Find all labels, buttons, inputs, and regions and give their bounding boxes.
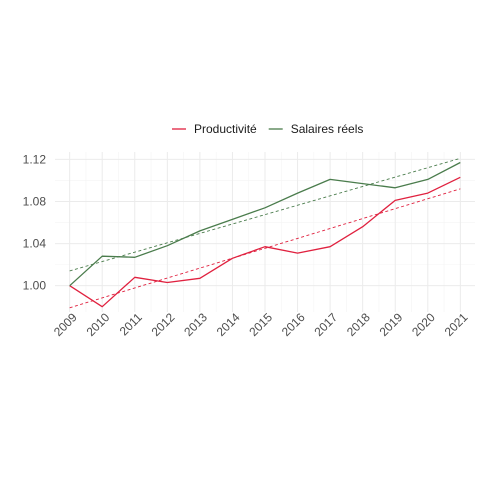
x-tick-label: 2021 [442, 310, 471, 339]
x-tick-label: 2013 [181, 310, 210, 339]
x-tick-label: 2019 [377, 310, 406, 339]
legend-label: Salaires réels [291, 122, 364, 136]
trend-line [69, 157, 461, 272]
x-tick-label: 2012 [149, 310, 178, 339]
trend-lines [69, 157, 461, 309]
series-lines [69, 161, 461, 308]
x-tick-label: 2011 [117, 310, 145, 338]
series-line [69, 176, 461, 308]
x-tick-label: 2016 [279, 310, 308, 339]
x-tick-label: 2014 [214, 310, 243, 339]
trend-line [69, 188, 461, 309]
legend: Productivité Salaires réels [172, 122, 363, 136]
y-tick-label: 1.12 [23, 152, 47, 166]
y-tick-label: 1.04 [23, 237, 47, 251]
y-tick-label: 1.00 [23, 279, 47, 293]
x-tick-label: 2010 [84, 310, 113, 339]
x-tick-label: 2018 [344, 310, 373, 339]
x-tick-label: 2020 [409, 310, 438, 339]
x-tick-label: 2009 [51, 310, 80, 339]
y-axis-ticks: 1.00 1.04 1.08 1.12 [23, 152, 47, 292]
legend-label: Productivité [194, 122, 257, 136]
x-tick-label: 2017 [311, 310, 340, 339]
grid [55, 152, 475, 312]
series-line [69, 161, 461, 287]
x-axis-ticks: 2009 2010 2011 2012 2013 2014 2015 2016 2017 2018… [51, 310, 471, 339]
x-tick-label: 2015 [246, 310, 275, 339]
y-tick-label: 1.08 [23, 194, 47, 208]
